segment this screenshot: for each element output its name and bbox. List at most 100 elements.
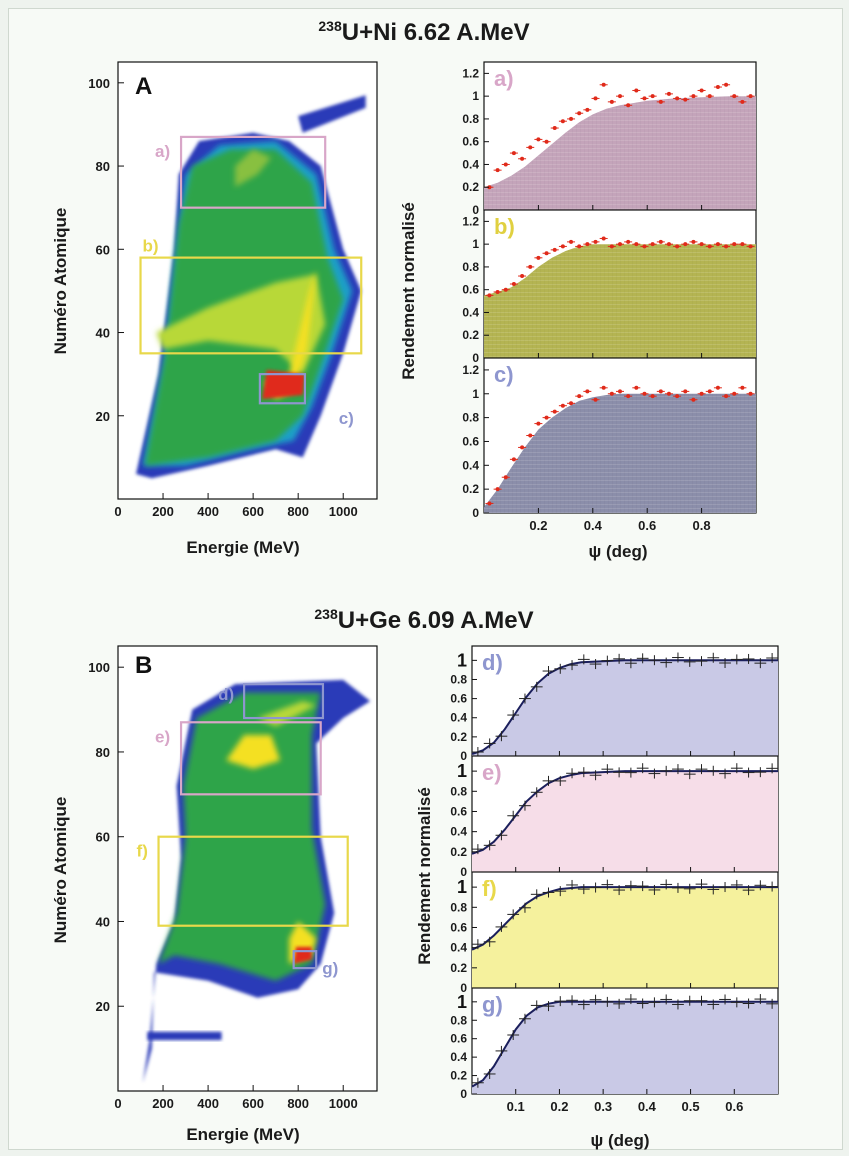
yield-ytick-label-1-2: 0.4: [462, 305, 479, 319]
yield-point-1-6: [536, 255, 541, 260]
yield-point-0-17: [626, 103, 631, 108]
yield-ytick-label-1-3: 0.6: [450, 804, 467, 818]
yield-point-1-23: [675, 244, 680, 249]
yield-ytick-label-2-5: 1: [472, 387, 479, 401]
xtick-label-1: 200: [152, 1096, 174, 1111]
density-a-5: [262, 370, 305, 400]
region-label-0: a): [155, 142, 170, 161]
yield-ytick-label-1-1: 0.2: [462, 328, 479, 342]
yield-ytick-label-0-2: 0.4: [450, 711, 467, 725]
yield-point-1-17: [626, 239, 631, 244]
heatmap-b-regions: d) e) f) g): [137, 683, 349, 978]
heatmap-a: a) b) c) 0 200 400 600 800 1000 20 40 60 80 100 A En…: [51, 61, 378, 557]
yield-area-1: [472, 771, 778, 872]
yield-point-2-32: [748, 391, 753, 396]
xtick-label-2: 400: [197, 1096, 219, 1111]
heatmap-a-axes: 0 200 400 600 800 1000 20 40 60 80 100: [88, 76, 357, 519]
yield-point-1-7: [544, 251, 549, 256]
yield-ytick-label-2-2: 0.4: [450, 941, 467, 955]
region-label-2: f): [137, 842, 148, 861]
yield-point-0-0: [487, 185, 492, 190]
yield-point-1-16: [618, 242, 622, 247]
yield-point-2-25: [691, 397, 696, 402]
yield-panel-1: 0 0.2 0.4 0.6 0.8 1 1.2 b): [462, 209, 757, 365]
yield-point-0-16: [618, 94, 622, 99]
yield-ytick-label-0-5: 1: [457, 650, 467, 670]
yield-xtick-label-1: 0.4: [584, 518, 603, 533]
xtick-label-0: 0: [114, 1096, 121, 1111]
yield-point-0-26: [699, 88, 704, 93]
yield-ytick-label-0-2: 0.4: [462, 157, 479, 171]
heatmap-b-axes: 0 200 400 600 800 1000 20 40 60 80 100: [88, 660, 357, 1111]
region-label-0: d): [218, 685, 234, 704]
yield-point-2-3: [511, 457, 516, 462]
xtick-label-1: 200: [152, 504, 174, 519]
yield-ytick-label-0-4: 0.8: [450, 672, 467, 686]
xtick-label-5: 1000: [329, 1096, 358, 1111]
yield-point-1-14: [601, 236, 606, 241]
yield-point-1-19: [642, 244, 647, 249]
yield-point-2-1: [495, 487, 500, 492]
yield-panel-2: 0 0.2 0.4 0.6 0.8 1 1.2 0.2 0.4 0.6 0.8 c): [462, 357, 757, 533]
heatmap-a-regions: a) b) c): [139, 135, 363, 428]
chart-title-bottom: 238U+Ge 6.09 A.MeV: [314, 606, 533, 634]
ytick-label-2: 60: [96, 830, 110, 845]
yield-panel-label-2: c): [494, 362, 514, 387]
panel-label-b: B: [135, 652, 152, 679]
yield-point-1-4: [520, 274, 525, 279]
yield-area-0: [472, 660, 778, 756]
region-box-0: [179, 135, 327, 209]
yield-ytick-label-1-0: 0: [472, 351, 479, 365]
density-a-6: [235, 149, 272, 187]
yield-panel-label-2: f): [482, 876, 497, 901]
yield-point-1-3: [511, 282, 516, 286]
yield-xtick-label-3: 0.8: [693, 518, 711, 533]
yield-point-1-2: [503, 287, 508, 292]
xtick-label-2: 400: [197, 504, 219, 519]
yield-point-1-31: [740, 242, 745, 247]
yield-ytick-label-0-1: 0.2: [450, 730, 467, 744]
yield-b-xlabel: ψ (deg): [590, 1131, 649, 1150]
yield-xtick-label-0: 0.1: [507, 1099, 525, 1114]
yield-point-0-22: [666, 91, 671, 96]
yield-ytick-label-0-3: 0.6: [462, 135, 479, 149]
yield-panel-0: 0 0.2 0.4 0.6 0.8 1 d): [450, 645, 779, 763]
yield-ytick-label-0-0: 0: [472, 203, 479, 217]
xtick-label-4: 800: [287, 1096, 309, 1111]
yield-point-0-21: [658, 99, 663, 104]
yield-xtick-label-0: 0.2: [529, 518, 547, 533]
yield-point-2-28: [715, 385, 720, 390]
yield-point-1-10: [569, 239, 574, 244]
yield-point-2-24: [683, 389, 688, 394]
yield-point-1-24: [683, 242, 688, 247]
yield-ytick-label-3-1: 0.2: [450, 1069, 467, 1083]
region-label-2: c): [339, 409, 354, 428]
yield-ytick-label-3-2: 0.4: [450, 1050, 467, 1064]
yield-point-2-13: [593, 397, 598, 402]
yield-point-2-29: [724, 394, 729, 399]
region-box-0: [243, 683, 325, 720]
yield-area-2: [472, 887, 778, 988]
yield-ytick-label-2-6: 1.2: [462, 363, 479, 377]
yield-ytick-label-3-5: 1: [457, 992, 467, 1012]
region-label-1: e): [155, 727, 170, 746]
yield-ytick-label-3-3: 0.6: [450, 1032, 467, 1046]
yield-point-0-4: [520, 156, 525, 161]
yield-point-0-5: [528, 145, 533, 150]
yield-panel-label-1: e): [482, 760, 502, 785]
density-a-3: [156, 274, 326, 375]
heatmap-a-ylabel: Numéro Atomique: [51, 208, 70, 355]
yield-panel-label-0: a): [494, 66, 514, 91]
yield-point-0-28: [715, 85, 720, 90]
yield-ytick-label-0-5: 1: [472, 89, 479, 103]
region-label-1: b): [143, 237, 159, 256]
ytick-label-3: 80: [96, 745, 110, 760]
yield-point-2-23: [675, 394, 680, 399]
ytick-label-4: 100: [88, 660, 110, 675]
ytick-label-3: 80: [96, 159, 110, 174]
yield-point-0-12: [585, 107, 590, 112]
yield-point-0-7: [544, 139, 549, 144]
yield-ytick-label-1-4: 0.8: [450, 784, 467, 798]
yield-panels-a: 00.20.40.60.811.2 a)00.20.40.60.811.2 b)00…: [462, 61, 757, 533]
